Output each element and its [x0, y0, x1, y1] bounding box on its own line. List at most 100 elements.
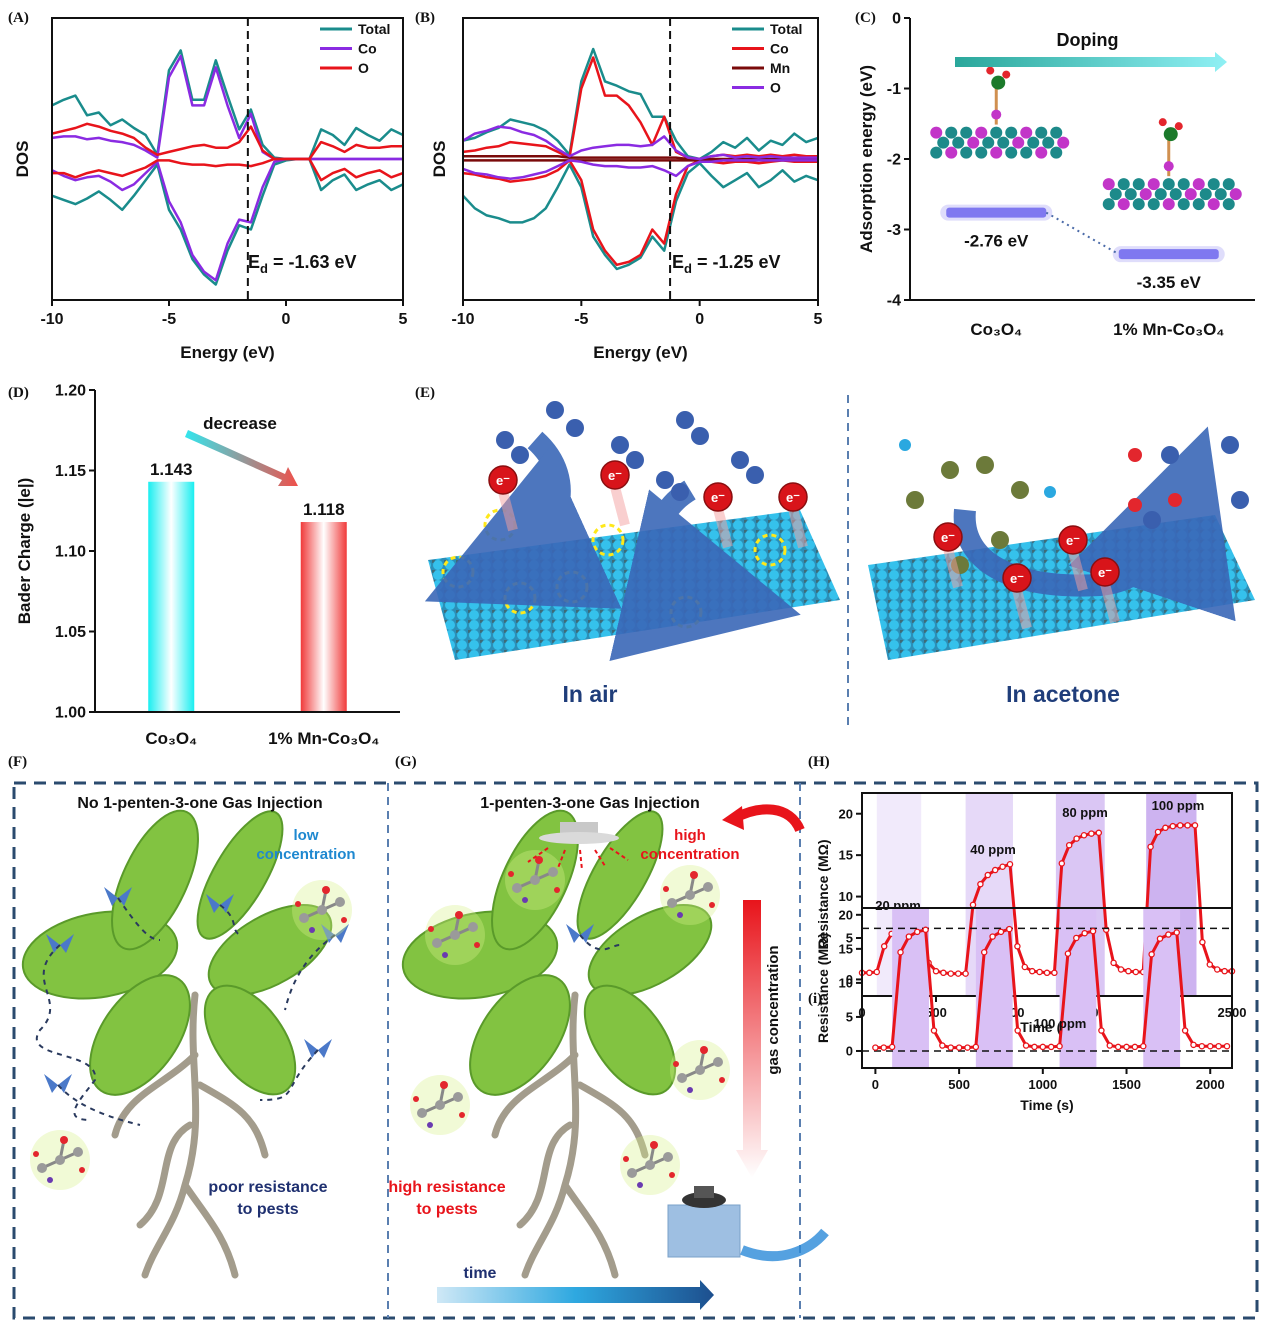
atom — [1147, 198, 1160, 211]
data-point — [1181, 1027, 1189, 1034]
plot-frame — [861, 907, 1233, 1069]
y-axis-label: Bader Charge (|e|) — [15, 478, 34, 625]
atom — [930, 146, 943, 159]
annotation: 100 ppm — [1034, 1016, 1087, 1031]
data-point — [1073, 934, 1080, 942]
data-point — [1022, 1042, 1030, 1049]
x-tick-label: -5 — [162, 311, 176, 328]
caption: to pests — [416, 1201, 477, 1218]
band-label: 100 ppm — [1152, 798, 1205, 813]
x-tick-label: -10 — [451, 311, 474, 328]
x-tick-label: Co₃O₄ — [970, 320, 1022, 339]
data-point — [1199, 938, 1206, 946]
electron-beam — [610, 485, 630, 527]
panel-label: (B) — [415, 10, 435, 26]
data-point — [1043, 969, 1051, 977]
decrease-arrow — [185, 430, 298, 486]
bar — [300, 522, 347, 712]
x-tick-label: -10 — [40, 311, 63, 328]
data-point — [969, 901, 977, 909]
electron-beam — [1012, 588, 1032, 630]
atom — [1057, 136, 1070, 149]
data-point — [1114, 1043, 1122, 1051]
atom — [982, 136, 995, 149]
y-tick-label: 5 — [846, 931, 853, 946]
legend-label: Total — [358, 21, 390, 37]
y-axis-label: DOS — [13, 141, 32, 178]
atom — [945, 126, 958, 139]
y-axis-label: Resistance (MΩ) — [815, 933, 831, 1043]
atom — [1117, 178, 1130, 191]
atom — [1214, 188, 1227, 201]
data-point — [1080, 832, 1088, 839]
data-point — [1006, 925, 1013, 933]
sensor — [667, 1186, 741, 1258]
molecules — [496, 401, 1249, 574]
data-point — [1198, 1042, 1206, 1050]
electron-beam — [1100, 582, 1120, 624]
atom — [1020, 126, 1033, 139]
x-tick-label: 1% Mn-Co₃O₄ — [268, 729, 379, 748]
atom — [1117, 198, 1130, 211]
label-text: = -1.25 eV — [692, 252, 781, 272]
data-point — [880, 943, 888, 950]
data-point — [1206, 1042, 1214, 1050]
value-label: 1.143 — [150, 460, 193, 479]
electron — [778, 482, 808, 512]
label-text: = -1.63 eV — [268, 252, 357, 272]
atom — [1207, 178, 1220, 191]
y-axis-label: Resistance (MΩ) — [815, 839, 831, 949]
electron — [1058, 525, 1088, 555]
caption: high resistance — [388, 1179, 505, 1196]
data-point — [1028, 967, 1036, 975]
doping-arrow — [955, 52, 1227, 72]
value-label: -2.76 eV — [964, 232, 1029, 251]
electron-beam — [943, 547, 963, 589]
data-point — [932, 967, 940, 975]
data-point — [1147, 843, 1154, 851]
electron-label: e⁻ — [786, 490, 800, 505]
legend-label: Mn — [770, 60, 790, 76]
electron-label: e⁻ — [941, 530, 955, 545]
illustrations: e⁻ e⁻ e⁻ e⁻ e⁻ e⁻ e⁻ e⁻ — [14, 66, 1259, 1320]
data-point — [1073, 835, 1080, 842]
atom — [975, 126, 988, 139]
atom — [1102, 178, 1115, 191]
data-point — [984, 871, 992, 879]
data-point — [1132, 968, 1140, 976]
label-subscript: d — [260, 261, 268, 276]
link-arrow — [732, 804, 805, 833]
y-tick-label: 10 — [839, 975, 853, 990]
y-tick-label: -2 — [887, 152, 901, 169]
label-symbol: E — [248, 252, 260, 272]
atom — [1124, 188, 1137, 201]
series-line — [51, 157, 403, 282]
atom — [1192, 178, 1205, 191]
data-point — [954, 970, 962, 977]
y-axis-label: Adsorption energy (eV) — [857, 65, 876, 253]
electron-beam — [498, 490, 518, 532]
annotation: Doping — [1057, 30, 1119, 50]
flight-paths — [36, 897, 621, 1126]
data-point — [997, 928, 1005, 936]
series-line — [51, 122, 403, 161]
atom — [1162, 178, 1175, 191]
series-line — [51, 49, 404, 161]
electron — [1002, 563, 1032, 593]
x-tick-label: 1500 — [1112, 1077, 1141, 1092]
data-point — [880, 1044, 888, 1051]
atom — [1132, 178, 1145, 191]
panel-label: (D) — [8, 385, 29, 401]
electron-label: e⁻ — [1098, 565, 1112, 580]
caption: poor resistance — [208, 1179, 327, 1196]
atom — [1192, 198, 1205, 211]
series-line — [462, 125, 818, 161]
atom — [1162, 198, 1175, 211]
value-label: 1.118 — [303, 500, 345, 519]
x-tick-label: 500 — [948, 1077, 970, 1092]
energy-level — [946, 207, 1047, 218]
legend-label: Co — [358, 41, 377, 57]
data-point — [1221, 967, 1228, 975]
atom — [945, 146, 958, 159]
legend-label: Co — [770, 41, 789, 57]
